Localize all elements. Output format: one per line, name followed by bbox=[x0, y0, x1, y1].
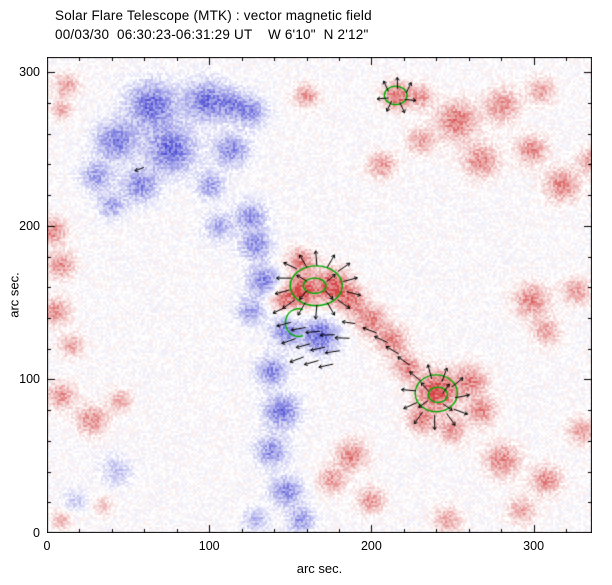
plot-subtitle: 00/03/30 06:30:23-06:31:29 UT W 6'10" N … bbox=[55, 27, 369, 42]
x-tick-label: 100 bbox=[198, 539, 220, 553]
x-tick-label: 300 bbox=[523, 539, 545, 553]
plot-title: Solar Flare Telescope (MTK) : vector mag… bbox=[55, 8, 372, 23]
y-tick-label: 0 bbox=[33, 526, 40, 540]
y-axis-label: arc sec. bbox=[6, 272, 22, 318]
x-tick-label: 0 bbox=[43, 539, 51, 553]
x-axis-label: arc sec. bbox=[296, 561, 343, 576]
magnetogram-canvas bbox=[47, 57, 592, 533]
x-tick-label: 200 bbox=[360, 539, 382, 553]
y-tick-label: 300 bbox=[19, 65, 40, 80]
y-tick-label: 200 bbox=[19, 218, 40, 233]
y-tick-label: 100 bbox=[19, 372, 40, 387]
